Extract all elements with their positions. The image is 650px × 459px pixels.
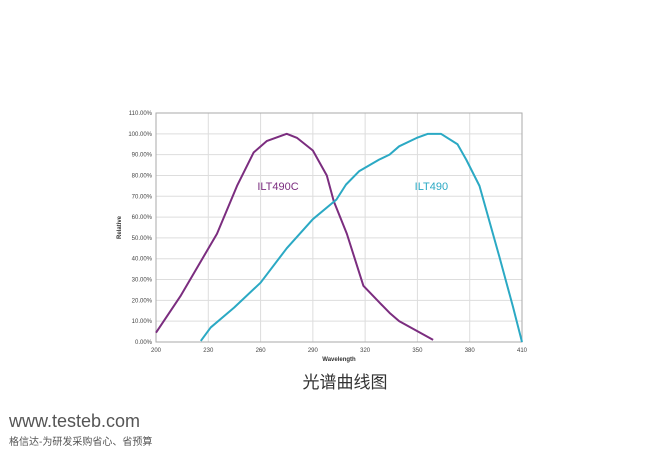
x-tick-label: 230 <box>203 348 214 354</box>
series-label-ilt490c: ILT490C <box>257 181 298 193</box>
y-axis-label: Relative <box>117 215 123 239</box>
x-tick-label: 410 <box>517 348 528 354</box>
y-tick-label: 80.00% <box>132 173 153 179</box>
x-tick-label: 260 <box>256 348 267 354</box>
series-label-ilt490: ILT490 <box>415 181 448 193</box>
x-tick-label: 350 <box>412 348 423 354</box>
y-tick-label: 110.00% <box>129 111 153 117</box>
x-tick-label: 380 <box>465 348 476 354</box>
x-tick-label: 290 <box>308 348 319 354</box>
y-tick-label: 100.00% <box>128 132 152 138</box>
x-tick-label: 200 <box>151 348 162 354</box>
y-tick-label: 20.00% <box>132 298 153 304</box>
y-tick-label: 0.00% <box>135 340 153 346</box>
series-line-ilt490 <box>199 132 523 343</box>
watermark-slogan: 格信达-为研发采购省心、省预算 <box>9 437 153 448</box>
chart-caption: 光谱曲线图 <box>302 373 388 393</box>
y-tick-label: 90.00% <box>132 153 153 159</box>
y-tick-label: 10.00% <box>132 319 153 325</box>
plot-border <box>155 112 523 343</box>
y-tick-label: 50.00% <box>132 236 153 242</box>
y-tick-label: 30.00% <box>132 278 153 284</box>
watermark-site: www.testeb.com <box>9 411 141 431</box>
series-line-ilt490c <box>155 132 434 341</box>
x-tick-label: 320 <box>360 348 371 354</box>
x-axis-label: Wavelength <box>322 357 356 363</box>
y-tick-label: 70.00% <box>132 194 153 200</box>
y-tick-label: 60.00% <box>132 215 153 221</box>
y-tick-label: 40.00% <box>132 257 153 263</box>
